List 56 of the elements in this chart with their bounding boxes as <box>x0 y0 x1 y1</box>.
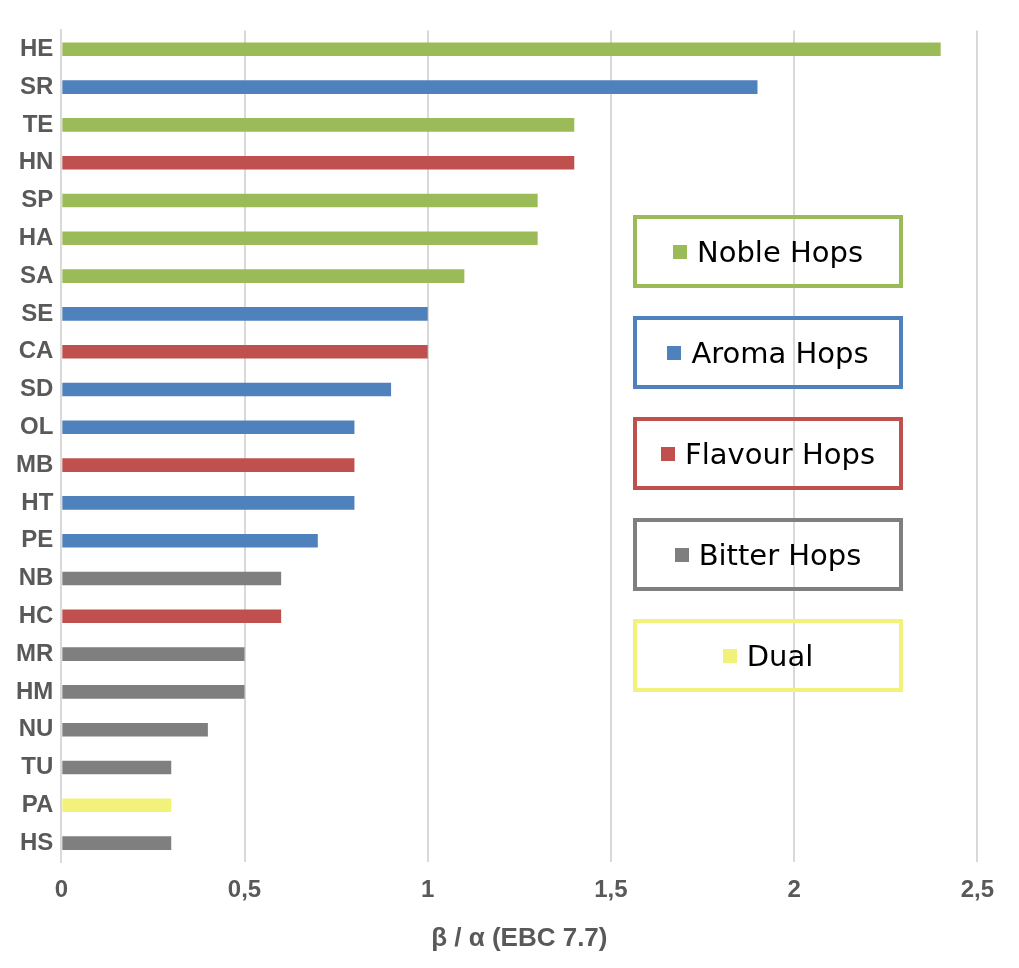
y-tick-label: HC <box>18 600 54 628</box>
y-tick-label: SR <box>19 71 54 99</box>
bar <box>62 269 465 283</box>
bar <box>62 571 282 586</box>
bar <box>62 382 392 397</box>
y-tick-label: MB <box>16 449 54 477</box>
y-tick-label: TU <box>21 752 54 780</box>
y-tick-label: SD <box>19 374 54 402</box>
legend-label: Bitter Hops <box>698 537 862 572</box>
y-tick-label: PE <box>21 525 54 553</box>
bar <box>62 155 575 170</box>
bar <box>62 685 245 699</box>
bar <box>62 193 538 208</box>
bar <box>62 458 355 472</box>
y-tick-label: NB <box>18 563 54 591</box>
bar <box>62 307 428 321</box>
y-tick-label: OL <box>20 411 54 439</box>
y-tick-label: HT <box>21 487 54 515</box>
bar <box>62 760 172 775</box>
x-tick-label: 2 <box>787 875 801 903</box>
x-tick-label: 1,5 <box>594 875 628 903</box>
y-tick-label: SA <box>19 260 54 288</box>
bar <box>62 344 428 359</box>
y-tick-label: TE <box>22 109 54 137</box>
legend-label: Aroma Hops <box>691 335 869 370</box>
bar <box>62 609 282 624</box>
y-tick-label: HN <box>18 147 54 175</box>
x-tick-label: 2,5 <box>960 875 995 903</box>
y-tick-label: CA <box>18 336 54 364</box>
y-tick-label: HM <box>16 676 54 704</box>
y-tick-label: HS <box>19 827 54 855</box>
y-tick-label: MR <box>16 638 54 666</box>
bar <box>62 231 538 246</box>
bar <box>62 533 318 548</box>
x-tick-label: 1 <box>421 875 435 903</box>
bar <box>62 722 208 737</box>
legend-label: Flavour Hops <box>684 436 875 471</box>
bar <box>62 798 172 813</box>
y-tick-label: HE <box>19 33 54 61</box>
bar <box>62 118 575 132</box>
y-tick-label: HA <box>18 222 54 250</box>
bar <box>62 420 355 435</box>
bar <box>62 647 245 661</box>
legend-label: Dual <box>746 638 814 673</box>
y-tick-label: NU <box>18 714 54 742</box>
bar <box>62 80 758 94</box>
x-tick-label: 0 <box>54 875 68 903</box>
y-tick-label: SE <box>21 298 54 326</box>
bar <box>62 496 355 510</box>
x-tick-label: 0,5 <box>227 875 262 903</box>
y-tick-label: SP <box>21 185 54 213</box>
bar <box>62 836 172 850</box>
legend-label: Noble Hops <box>696 234 864 269</box>
bar <box>62 42 941 57</box>
y-tick-label: PA <box>21 789 54 817</box>
x-axis-title: β / α (EBC 7.7) <box>431 921 608 952</box>
